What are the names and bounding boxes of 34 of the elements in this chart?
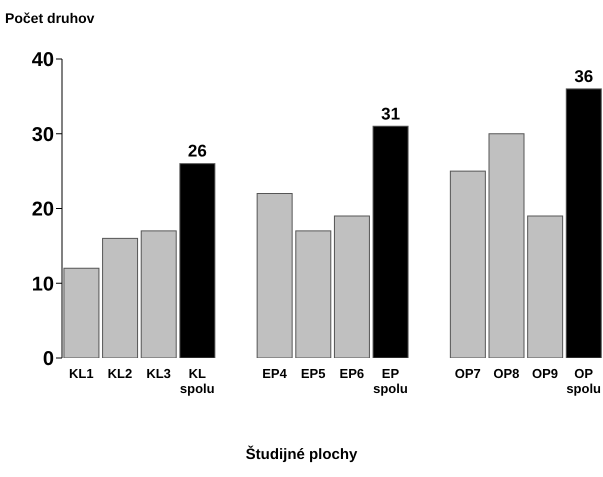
bar: [63, 268, 100, 358]
x-tick-label: KL1: [69, 366, 94, 381]
bar: [102, 238, 138, 358]
bar: [179, 163, 216, 358]
bar: [334, 215, 370, 358]
bar: [488, 133, 525, 358]
bar: [450, 170, 486, 358]
bar: [566, 88, 602, 358]
x-tick-label: EP spolu: [373, 366, 408, 396]
x-tick-label: OP spolu: [566, 366, 602, 396]
y-tick-label: 40: [32, 49, 54, 72]
x-tick-label: OP9: [532, 366, 558, 381]
x-tick-label: OP7: [454, 366, 481, 381]
x-tick-label: EP5: [300, 366, 326, 381]
y-tick-label: 30: [32, 124, 54, 146]
x-tick-label: KL3: [146, 366, 171, 381]
y-tick-label: 20: [32, 198, 54, 221]
bar: [140, 230, 177, 358]
x-tick-label: OP8: [493, 366, 520, 381]
bar: [256, 193, 293, 358]
x-tick-label: EP4: [262, 366, 288, 381]
y-axis-title: Počet druhov: [5, 10, 94, 26]
x-axis-title: Študijné plochy: [244, 446, 358, 463]
x-tick-label: KL spolu: [180, 366, 215, 396]
data-label: 31: [381, 104, 400, 124]
y-tick-label: 10: [32, 273, 54, 296]
bar: [527, 215, 564, 358]
y-tick-label: 0: [42, 348, 54, 370]
data-label: 26: [188, 142, 207, 161]
data-label: 36: [574, 66, 594, 86]
x-tick-label: EP6: [340, 366, 364, 381]
bar: [295, 230, 332, 358]
bar: [372, 126, 409, 358]
x-tick-label: KL2: [108, 366, 132, 381]
